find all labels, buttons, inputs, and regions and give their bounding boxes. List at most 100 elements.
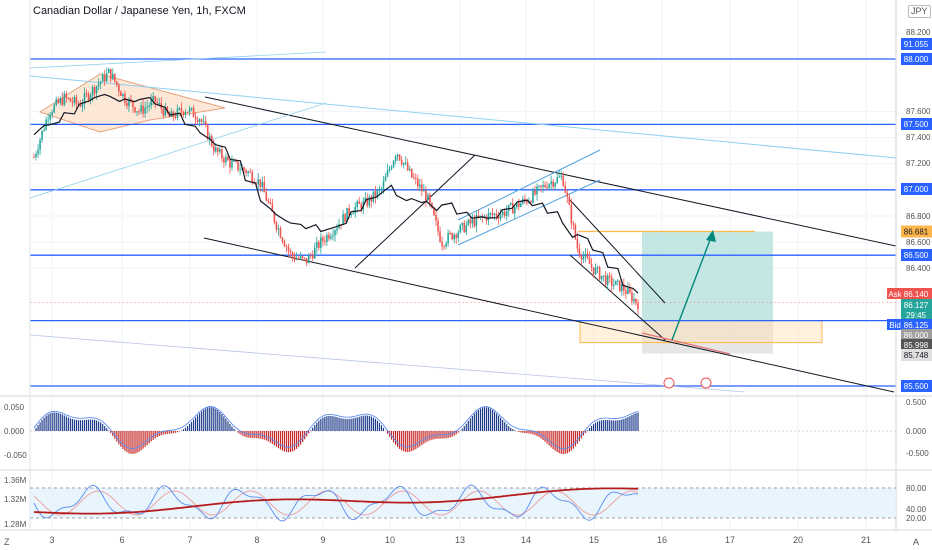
auto-scale-button[interactable]: A xyxy=(913,537,920,547)
candle-body xyxy=(513,207,516,214)
candle-body xyxy=(360,203,363,210)
candle-body xyxy=(475,215,478,227)
candle-body xyxy=(287,247,290,251)
candle-body xyxy=(231,161,233,168)
price-tick: 86.400 xyxy=(906,264,931,273)
time-tick: 16 xyxy=(657,535,667,545)
candle-body xyxy=(552,181,554,187)
candle-body xyxy=(576,238,579,249)
time-tick: 9 xyxy=(320,535,325,545)
candle-body xyxy=(423,190,425,192)
candle-body xyxy=(451,233,453,240)
trend-line xyxy=(457,149,601,221)
candle-body xyxy=(356,201,359,207)
candle-body xyxy=(61,98,64,105)
horizontal-levels[interactable] xyxy=(30,58,896,387)
event-marker xyxy=(700,377,712,389)
candle-body xyxy=(425,190,427,201)
stop-price: 85.998 xyxy=(904,341,929,350)
candle-body xyxy=(101,74,104,82)
price-tick: 88.200 xyxy=(906,28,931,37)
left-macd-tick: -0.050 xyxy=(4,451,27,460)
candle-body xyxy=(623,284,625,291)
candle-body xyxy=(364,197,367,202)
event-marker xyxy=(663,377,675,389)
time-tick: 10 xyxy=(385,535,395,545)
candle-body xyxy=(283,241,286,247)
candle-body xyxy=(374,191,377,198)
candle-body xyxy=(204,121,207,125)
candle-body xyxy=(384,176,387,182)
candle-body xyxy=(51,112,53,115)
left-stoch-tick: 1.36M xyxy=(4,476,27,485)
candle-body xyxy=(178,108,181,110)
candle-body xyxy=(614,280,617,285)
currency-badge[interactable]: JPY xyxy=(908,5,931,18)
level-price: 88.000 xyxy=(904,55,929,64)
candle-body xyxy=(85,93,88,95)
candle-body xyxy=(39,139,41,150)
candle-body xyxy=(259,179,262,187)
candle-body xyxy=(388,168,391,171)
price-tick: 87.200 xyxy=(906,159,931,168)
candle-body xyxy=(97,83,100,87)
stochastic-pane xyxy=(30,484,896,522)
countdown: 29:45 xyxy=(906,311,927,320)
candle-body xyxy=(215,147,217,152)
entry-low-bg xyxy=(901,349,932,361)
candle-body xyxy=(144,107,146,114)
candle-body xyxy=(530,201,532,203)
candle-body xyxy=(103,74,106,82)
trend-line xyxy=(29,51,327,69)
trend-lines[interactable] xyxy=(29,51,897,393)
candle-body xyxy=(293,256,296,260)
candle-body xyxy=(158,102,161,104)
candle-body xyxy=(273,211,276,223)
level-tag xyxy=(901,249,932,261)
candle-body xyxy=(358,201,361,204)
level-price: 91.055 xyxy=(904,40,929,49)
candle-body xyxy=(182,111,185,115)
candle-body xyxy=(227,156,229,161)
candle-body xyxy=(200,119,203,122)
candle-body xyxy=(400,159,403,165)
ask-price: 86.140 xyxy=(904,290,929,299)
ask-tag-bg xyxy=(887,288,903,299)
candle-body xyxy=(122,93,124,97)
price-tick: 87.600 xyxy=(906,107,931,116)
volume-line xyxy=(33,487,639,515)
time-axis[interactable]: 3 6 7 8 9 10 13 14 15 16 17 20 21 xyxy=(49,535,871,545)
stoch-tick: 40.00 xyxy=(906,505,927,514)
zoom-toggle-button[interactable]: Z xyxy=(4,537,10,547)
candle-body xyxy=(459,225,462,233)
candle-body xyxy=(352,213,354,215)
candle-body xyxy=(81,103,84,107)
candle-body xyxy=(447,232,449,244)
candle-body xyxy=(303,257,306,259)
price-tick: 86.800 xyxy=(906,212,931,221)
candle-body xyxy=(37,149,39,154)
candle-body xyxy=(229,160,231,168)
candle-body xyxy=(257,179,260,185)
candle-body xyxy=(497,216,500,219)
time-tick: 6 xyxy=(119,535,124,545)
stop-price-bg xyxy=(901,339,932,351)
candle-body xyxy=(382,181,385,189)
price-axis[interactable]: 91.055 88.000 87.500 87.000 86.500 85.500 88.2… xyxy=(887,28,932,523)
candle-body xyxy=(162,108,165,116)
candle-body xyxy=(350,213,352,215)
candle-body xyxy=(126,103,128,107)
event-markers[interactable] xyxy=(663,377,712,389)
bid-tag: Bid xyxy=(889,321,901,330)
candle-body xyxy=(629,288,631,293)
candle-body xyxy=(59,98,62,103)
candle-body xyxy=(417,178,419,187)
candle-body xyxy=(526,200,528,203)
candle-body xyxy=(348,208,350,215)
symbol-title[interactable]: Canadian Dollar / Japanese Yen, 1h, FXCM xyxy=(33,5,246,17)
projection-arrow xyxy=(671,231,714,341)
candle-body xyxy=(637,303,639,310)
candle-body xyxy=(487,213,490,221)
candle-body xyxy=(330,236,332,239)
